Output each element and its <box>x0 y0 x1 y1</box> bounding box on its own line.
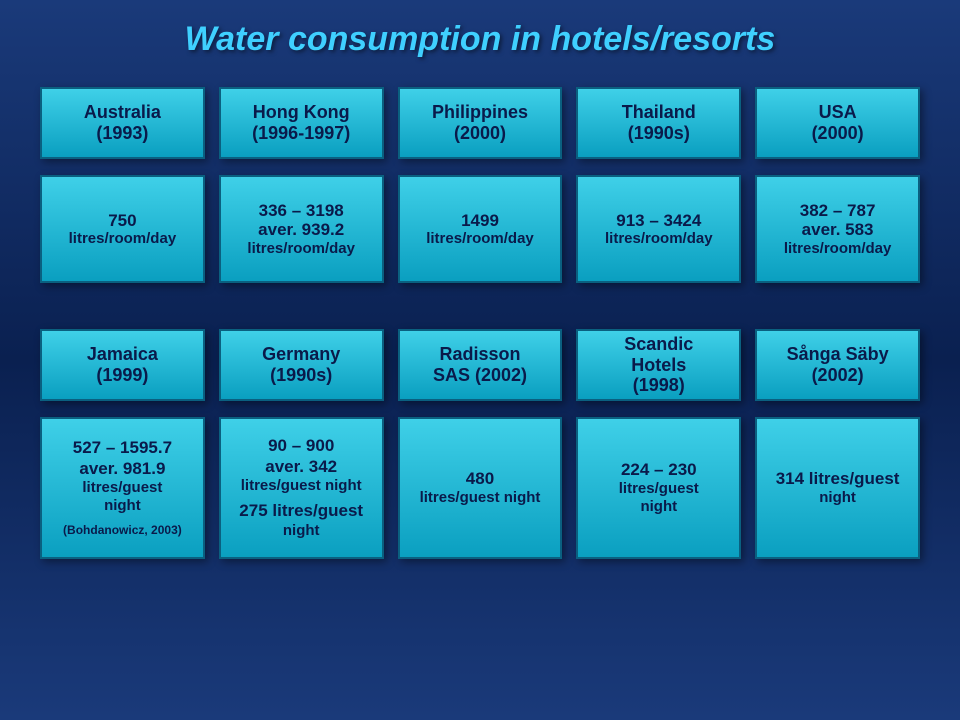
hdr-sub: SAS (2002) <box>433 365 527 386</box>
hdr-name: Radisson <box>439 344 520 365</box>
data-australia: 750 litres/room/day <box>40 175 205 283</box>
hdr-sub: (1993) <box>96 123 148 144</box>
unit: litres/guest <box>82 479 162 497</box>
value-aver: aver. 939.2 <box>258 220 344 240</box>
hdr-sub: (1999) <box>96 365 148 386</box>
hdr-sanga: Sånga Säby (2002) <box>755 329 920 401</box>
hdr-philippines: Philippines (2000) <box>398 87 563 159</box>
footnote: (Bohdanowicz, 2003) <box>63 523 182 537</box>
value: 90 – 900 <box>268 436 334 456</box>
hdr-sub: (2000) <box>454 123 506 144</box>
data-usa: 382 – 787 aver. 583 litres/room/day <box>755 175 920 283</box>
data-row-1: 750 litres/room/day 336 – 3198 aver. 939… <box>40 175 920 283</box>
data-jamaica: 527 – 1595.7 aver. 981.9 litres/guest ni… <box>40 417 205 559</box>
unit: litres/room/day <box>784 240 892 257</box>
hdr-name: Australia <box>84 102 161 123</box>
unit2: night <box>104 497 141 515</box>
hdr-sub: (1996-1997) <box>252 123 350 144</box>
hdr-sub2: (1998) <box>633 375 685 396</box>
extra-value: 275 litres/guest <box>239 501 363 521</box>
value-aver: aver. 342 <box>265 457 337 477</box>
value: 527 – 1595.7 <box>73 438 172 458</box>
value: 314 litres/guest <box>776 469 900 489</box>
hdr-sub: (2000) <box>812 123 864 144</box>
data-philippines: 1499 litres/room/day <box>398 175 563 283</box>
header-row-2: Jamaica (1999) Germany (1990s) Radisson … <box>40 329 920 401</box>
hdr-scandic: Scandic Hotels (1998) <box>576 329 741 401</box>
unit: litres/guest night <box>420 489 541 507</box>
hdr-sub: (1990s) <box>628 123 690 144</box>
unit: litres/room/day <box>247 240 355 257</box>
data-scandic: 224 – 230 litres/guest night <box>576 417 741 559</box>
value-aver: aver. 583 <box>802 220 874 240</box>
unit: litres/guest <box>619 480 699 498</box>
hdr-jamaica: Jamaica (1999) <box>40 329 205 401</box>
slide: Water consumption in hotels/resorts Aust… <box>0 0 960 720</box>
header-row-1: Australia (1993) Hong Kong (1996-1997) P… <box>40 87 920 159</box>
value-aver: aver. 981.9 <box>79 459 165 479</box>
value: 224 – 230 <box>621 460 697 480</box>
data-row-2: 527 – 1595.7 aver. 981.9 litres/guest ni… <box>40 417 920 559</box>
hdr-name: Scandic <box>624 334 693 355</box>
unit2: night <box>640 498 677 516</box>
value: 382 – 787 <box>800 201 876 221</box>
slide-title: Water consumption in hotels/resorts <box>40 20 920 59</box>
hdr-name: Sånga Säby <box>787 344 889 365</box>
unit: litres/room/day <box>426 230 534 247</box>
hdr-name: USA <box>819 102 857 123</box>
data-germany: 90 – 900 aver. 342 litres/guest night 27… <box>219 417 384 559</box>
hdr-usa: USA (2000) <box>755 87 920 159</box>
extra-unit: night <box>283 522 320 540</box>
value: 480 <box>466 469 494 489</box>
data-hongkong: 336 – 3198 aver. 939.2 litres/room/day <box>219 175 384 283</box>
unit: litres/room/day <box>605 230 713 247</box>
hdr-radisson: Radisson SAS (2002) <box>398 329 563 401</box>
hdr-name: Philippines <box>432 102 528 123</box>
data-sanga: 314 litres/guest night <box>755 417 920 559</box>
value: 336 – 3198 <box>259 201 344 221</box>
value: 1499 <box>461 211 499 231</box>
data-radisson: 480 litres/guest night <box>398 417 563 559</box>
value: 750 <box>108 211 136 231</box>
unit: litres/guest night <box>241 477 362 495</box>
hdr-sub: (2002) <box>812 365 864 386</box>
unit: night <box>819 489 856 507</box>
hdr-thailand: Thailand (1990s) <box>576 87 741 159</box>
hdr-sub: (1990s) <box>270 365 332 386</box>
hdr-sub: Hotels <box>631 355 686 376</box>
data-thailand: 913 – 3424 litres/room/day <box>576 175 741 283</box>
hdr-name: Germany <box>262 344 340 365</box>
unit: litres/room/day <box>69 230 177 247</box>
value: 913 – 3424 <box>616 211 701 231</box>
hdr-name: Hong Kong <box>253 102 350 123</box>
hdr-australia: Australia (1993) <box>40 87 205 159</box>
hdr-hongkong: Hong Kong (1996-1997) <box>219 87 384 159</box>
hdr-name: Thailand <box>622 102 696 123</box>
hdr-germany: Germany (1990s) <box>219 329 384 401</box>
hdr-name: Jamaica <box>87 344 158 365</box>
